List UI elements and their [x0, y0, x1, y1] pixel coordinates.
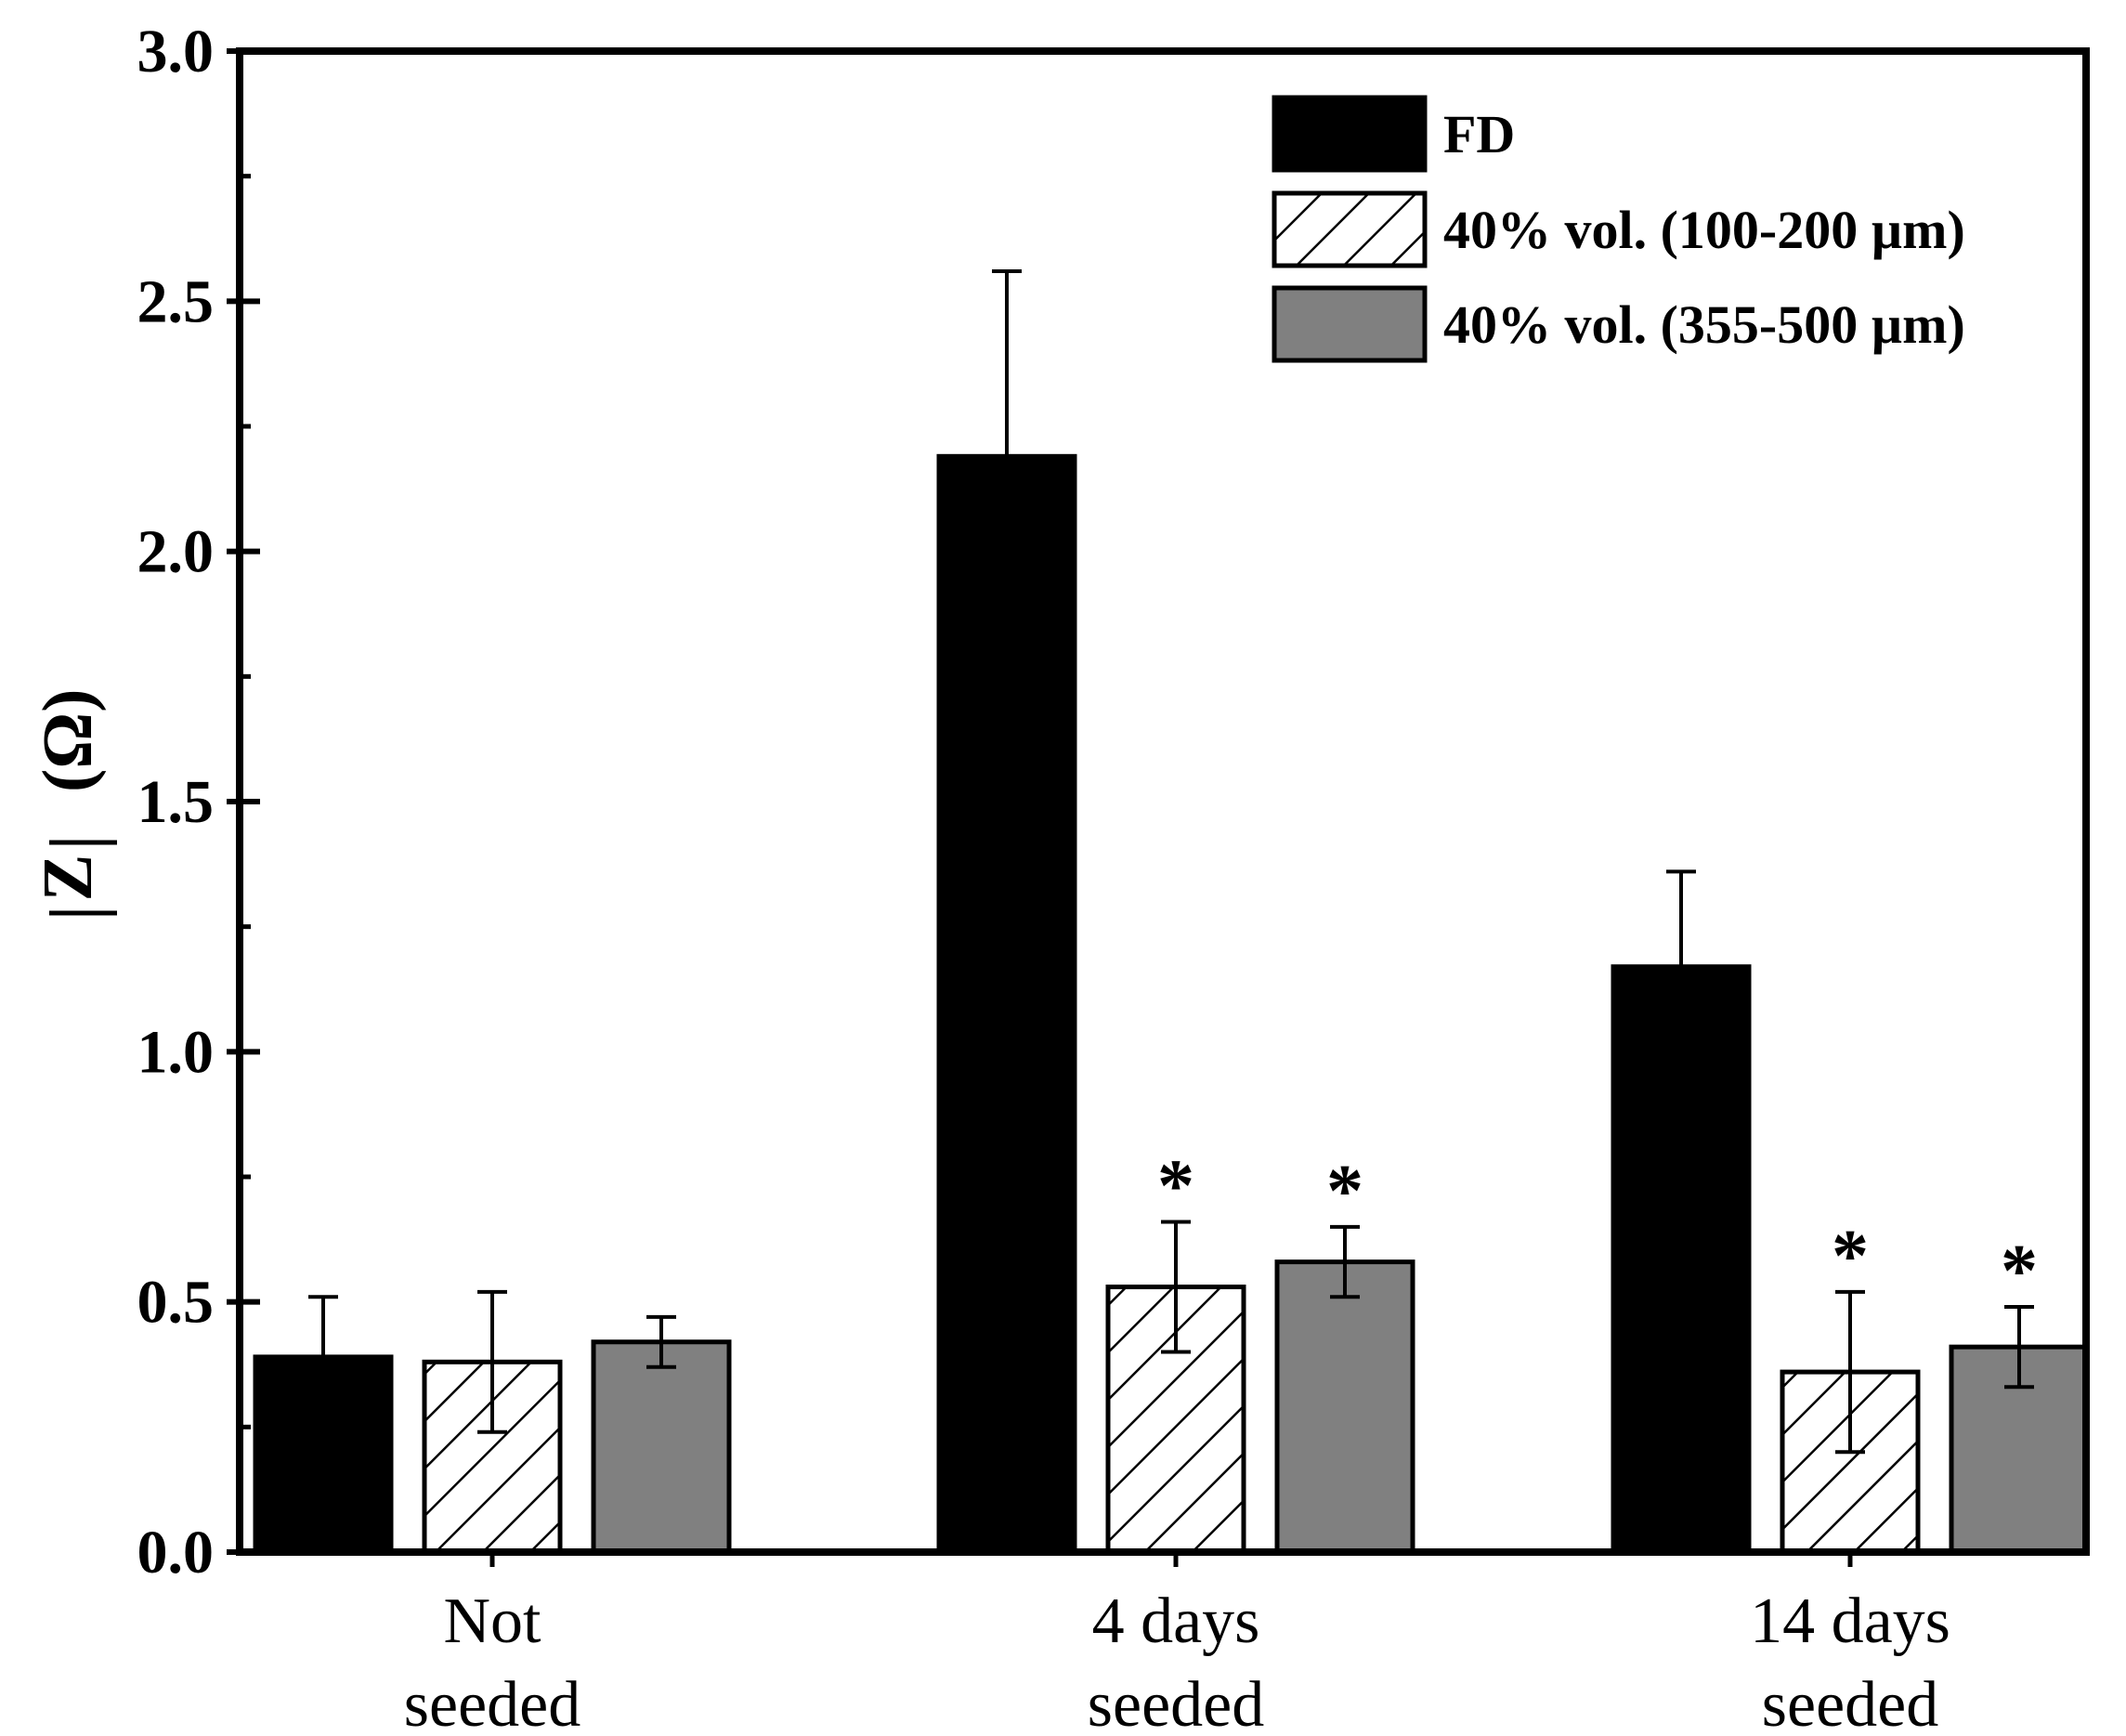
- significance-star: *: [1326, 1151, 1363, 1233]
- legend-swatch-40-vol-355-500-m: [1272, 285, 1428, 363]
- y-axis-title: Z (Ω): [29, 689, 117, 916]
- significance-markers: * * * *: [1157, 1145, 2038, 1312]
- x-category-label-line1: Not: [444, 1586, 542, 1657]
- y-axis-title-z: Z: [29, 855, 107, 902]
- x-category-label-line1: 4 days: [1092, 1586, 1260, 1657]
- legend-swatch-40-vol-100-200-m: [1272, 190, 1428, 268]
- y-tick-label: 3.0: [137, 18, 215, 85]
- bar-40-vol-355-500-m-2: [1274, 1260, 1415, 1555]
- y-axis-title-unit: (Ω): [29, 689, 107, 792]
- x-axis: Not seeded 4 days seeded 14 days seeded: [404, 1552, 1950, 1736]
- significance-star: *: [2001, 1231, 2038, 1312]
- x-category-label-line2: seeded: [404, 1669, 580, 1736]
- y-tick-label: 1.5: [137, 768, 215, 836]
- bar-40-vol-100-200-m-1: [422, 1359, 563, 1555]
- y-tick-label: 0.5: [137, 1269, 215, 1337]
- legend-label: 40% vol. (355-500 µm): [1443, 294, 1965, 355]
- x-category-label-line2: seeded: [1762, 1669, 1938, 1736]
- significance-star: *: [1832, 1216, 1869, 1298]
- significance-star: *: [1157, 1145, 1194, 1227]
- error-bars-layer: [308, 269, 2034, 1455]
- y-tick-label: 2.0: [137, 518, 215, 586]
- legend-label: FD: [1443, 104, 1515, 164]
- y-tick-label: 1.0: [137, 1018, 215, 1086]
- bars-layer: [253, 453, 2090, 1555]
- x-category-label-line1: 14 days: [1750, 1586, 1950, 1657]
- legend-label: 40% vol. (100-200 µm): [1443, 200, 1965, 260]
- bar-40-vol-355-500-m-1: [591, 1339, 732, 1555]
- x-category-label-line2: seeded: [1088, 1669, 1264, 1736]
- legend: FD 40% vol. (100-200 µm) 40% vol. (355-500…: [1272, 95, 1965, 363]
- y-axis: 0.0 0.5 1.0 1.5 2.0 2.5 3.0: [137, 18, 260, 1586]
- y-tick-label: 0.0: [137, 1519, 215, 1586]
- y-tick-label: 2.5: [137, 268, 215, 335]
- legend-swatch-fd: [1272, 95, 1428, 173]
